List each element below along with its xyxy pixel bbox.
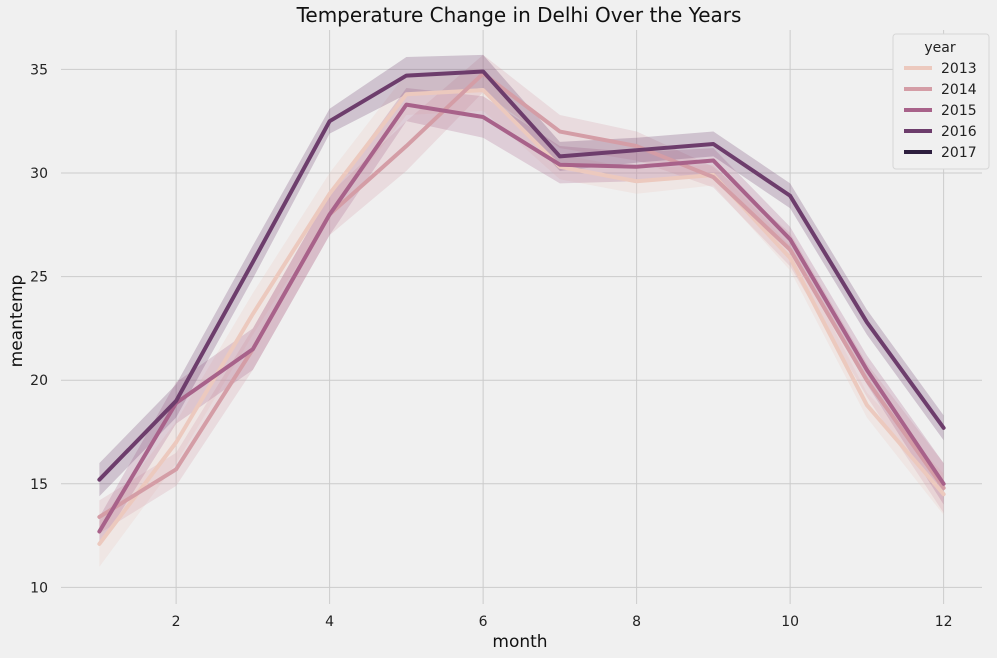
y-tick-label: 30 (30, 166, 48, 182)
legend: year 2013 2014 2015 2016 2017 (892, 33, 990, 170)
y-tick-label: 20 (30, 373, 48, 389)
series-line-2016 (97, 69, 946, 482)
series-line-2013 (97, 88, 946, 546)
ci-band-2015 (99, 88, 944, 546)
series-line-2015 (97, 102, 946, 534)
x-tick-label: 12 (935, 614, 953, 630)
x-axis-title: month (492, 632, 547, 652)
legend-items: 2013 2014 2015 2016 2017 (904, 61, 977, 161)
y-tick-labels: 10 15 20 25 30 35 (30, 62, 48, 596)
chart-title: Temperature Change in Delhi Over the Yea… (296, 3, 742, 27)
x-tick-label: 2 (172, 614, 181, 630)
x-tick-label: 4 (325, 614, 334, 630)
ci-band-2016 (99, 54, 944, 497)
legend-label-2013: 2013 (941, 61, 977, 77)
y-tick-label: 15 (30, 477, 48, 493)
x-tick-label: 8 (632, 614, 641, 630)
legend-label-2014: 2014 (941, 82, 977, 98)
series-lines (97, 69, 946, 546)
y-tick-label: 10 (30, 580, 48, 596)
legend-label-2016: 2016 (941, 124, 977, 140)
legend-label-2015: 2015 (941, 103, 977, 119)
legend-label-2017: 2017 (941, 145, 977, 161)
legend-title: year (924, 40, 955, 56)
series-line-2014 (97, 71, 946, 519)
y-tick-label: 25 (30, 270, 48, 286)
y-tick-label: 35 (30, 62, 48, 78)
y-axis-title: meantemp (7, 275, 27, 368)
x-tick-label: 10 (781, 614, 799, 630)
x-tick-labels: 2 4 6 8 10 12 (172, 614, 953, 630)
x-tick-label: 6 (479, 614, 488, 630)
